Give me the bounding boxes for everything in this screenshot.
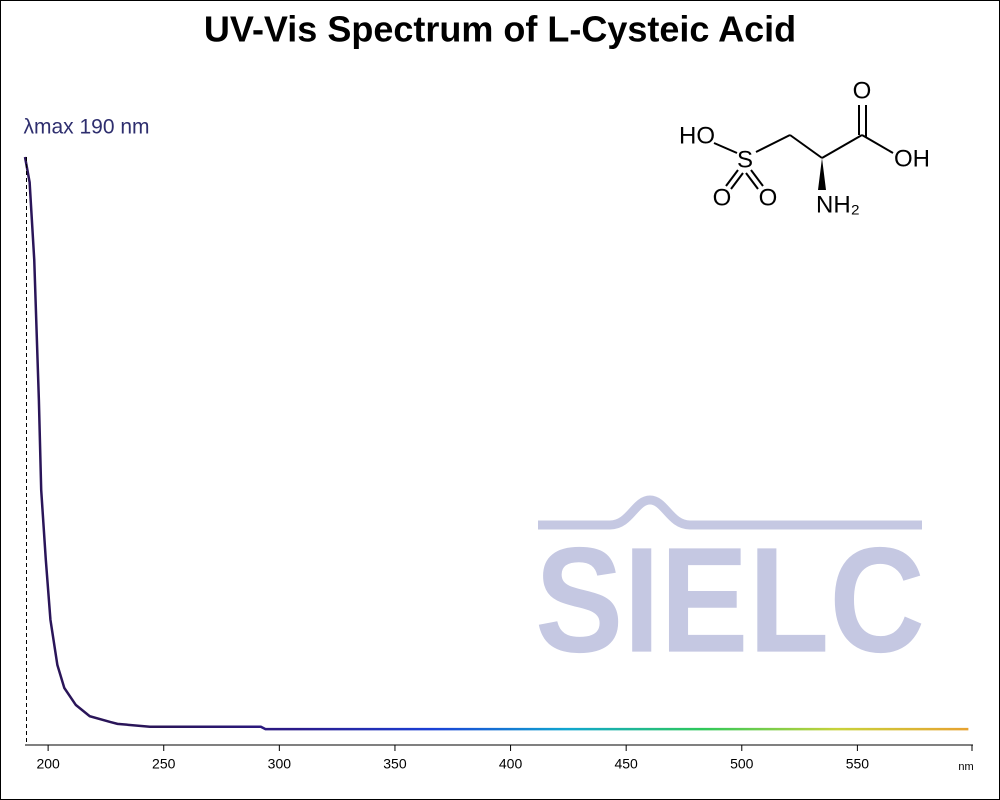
bond <box>755 134 791 153</box>
atom-label: O <box>853 77 872 104</box>
atom-label: HO <box>679 122 715 149</box>
watermark-logo: SIELC <box>535 495 925 684</box>
x-axis-label: nm <box>958 761 973 773</box>
x-tick-label: 200 <box>36 756 60 772</box>
bond <box>725 169 739 187</box>
atom-label: OH <box>894 145 930 172</box>
x-tick-label: 250 <box>152 756 176 772</box>
atom-label: S <box>737 146 753 173</box>
atom-label: NH₂ <box>816 191 860 218</box>
bond <box>861 134 894 154</box>
bond <box>713 142 738 154</box>
x-tick-label: 450 <box>614 756 638 772</box>
x-tick-label: 300 <box>268 756 292 772</box>
bond <box>730 172 744 190</box>
bond <box>821 134 863 159</box>
x-tick-label: 550 <box>846 756 870 772</box>
annotation: λmax 190 nm <box>24 116 150 139</box>
bond <box>745 172 759 190</box>
bond <box>789 134 823 159</box>
atom-label: O <box>759 184 778 211</box>
x-tick-label: 350 <box>383 756 407 772</box>
x-tick-label: 500 <box>730 756 754 772</box>
chart-title: UV-Vis Spectrum of L-Cysteic Acid <box>204 9 796 50</box>
atom-label: O <box>713 184 732 211</box>
bond <box>750 169 764 187</box>
spectrum-line <box>23 156 969 731</box>
watermark: SIELC <box>535 516 925 684</box>
molecule: HO S O O O OH NH₂ <box>679 77 930 218</box>
watermark-wave <box>538 495 922 530</box>
wedge-bond <box>818 158 826 190</box>
x-tick-label: 400 <box>499 756 523 772</box>
